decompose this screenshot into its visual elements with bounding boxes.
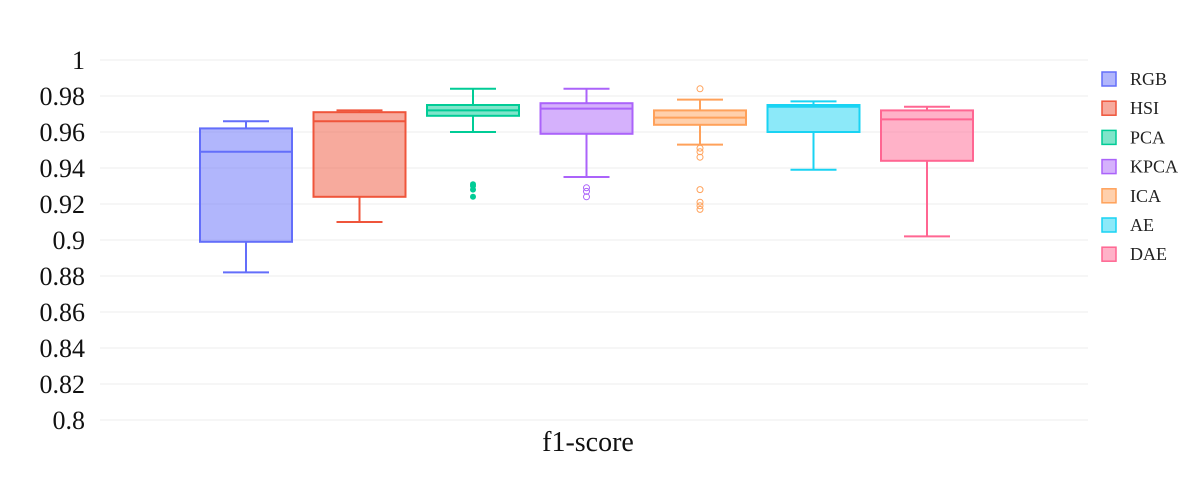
legend-label: KPCA <box>1130 157 1178 177</box>
legend-item-ae[interactable]: AE <box>1101 215 1154 235</box>
outlier-point <box>470 193 476 200</box>
y-tick-label: 0.92 <box>40 190 86 219</box>
box-series <box>199 85 974 274</box>
outlier-point <box>696 198 704 206</box>
y-tick-label: 0.86 <box>40 298 86 327</box>
legend-label: PCA <box>1130 127 1165 147</box>
legend-label: AE <box>1130 215 1154 235</box>
legend-item-dae[interactable]: DAE <box>1101 244 1167 264</box>
iqr-box <box>199 127 293 243</box>
box-kpca[interactable] <box>539 87 634 201</box>
y-tick-label: 0.84 <box>40 334 86 363</box>
y-tick-label: 0.8 <box>53 406 86 435</box>
legend-swatch <box>1101 129 1117 146</box>
y-tick-label: 0.82 <box>40 370 86 399</box>
iqr-box <box>766 104 861 133</box>
x-axis-title: f1-score <box>542 427 634 458</box>
outlier-point <box>583 184 590 192</box>
y-tick-label: 0.94 <box>40 154 86 183</box>
y-tick-label: 1 <box>72 46 85 75</box>
outlier-point <box>696 148 704 156</box>
legend-swatch <box>1101 100 1117 116</box>
legend-item-hsi[interactable]: HSI <box>1101 98 1159 118</box>
y-tick-label: 0.98 <box>40 82 86 111</box>
outlier-point <box>696 144 704 152</box>
outlier-point <box>696 153 704 161</box>
outlier-point <box>696 85 704 93</box>
legend-swatch <box>1101 71 1117 87</box>
iqr-box <box>312 111 407 198</box>
outlier-point <box>583 193 590 201</box>
y-axis-tick-labels: 0.8 0.82 0.84 0.86 0.88 0.9 0.92 0.94 0.96 0.98 1 <box>40 46 86 435</box>
box-rgb[interactable] <box>199 120 293 274</box>
legend-label: DAE <box>1130 244 1167 264</box>
legend-item-ica[interactable]: ICA <box>1101 186 1161 206</box>
legend-swatch <box>1101 158 1117 175</box>
legend: RGB HSI PCA KPCA ICA AE DAE <box>1101 69 1178 264</box>
legend-label: ICA <box>1130 186 1161 206</box>
outlier-point <box>696 186 704 194</box>
legend-item-pca[interactable]: PCA <box>1101 127 1165 147</box>
legend-item-rgb[interactable]: RGB <box>1101 69 1167 89</box>
outlier-point <box>470 181 476 188</box>
y-tick-label: 0.96 <box>40 118 86 147</box>
box-ae[interactable] <box>766 100 861 171</box>
outlier-point <box>696 202 704 210</box>
box-hsi[interactable] <box>312 109 407 223</box>
iqr-box <box>880 109 974 162</box>
box-pca[interactable] <box>426 87 520 200</box>
outlier-point <box>583 187 590 195</box>
outlier-point <box>696 205 704 213</box>
legend-swatch <box>1101 217 1117 233</box>
box-dae[interactable] <box>880 105 974 238</box>
legend-item-kpca[interactable]: KPCA <box>1101 157 1178 177</box>
box-ica[interactable] <box>653 85 747 213</box>
y-tick-label: 0.88 <box>40 262 86 291</box>
y-tick-label: 0.9 <box>53 226 86 255</box>
legend-label: HSI <box>1130 98 1159 118</box>
legend-label: RGB <box>1130 69 1167 89</box>
legend-swatch <box>1101 188 1117 204</box>
legend-swatch <box>1101 246 1117 262</box>
